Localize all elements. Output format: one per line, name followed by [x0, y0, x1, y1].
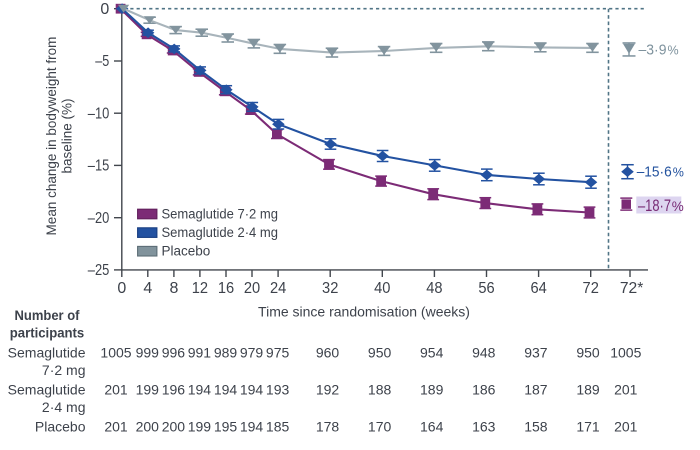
svg-text:187: 187: [524, 381, 548, 397]
svg-text:Placebo: Placebo: [162, 244, 211, 259]
svg-text:72: 72: [583, 280, 599, 297]
svg-text:979: 979: [240, 344, 264, 360]
svg-text:178: 178: [316, 419, 340, 435]
svg-text:164: 164: [420, 419, 444, 435]
svg-text:48: 48: [426, 280, 442, 297]
svg-text:%: %: [672, 199, 684, 214]
svg-text:72*: 72*: [620, 280, 644, 297]
svg-text:194: 194: [240, 381, 264, 397]
svg-text:1005: 1005: [610, 344, 641, 360]
svg-text:–5: –5: [95, 53, 109, 70]
svg-text:200: 200: [162, 419, 186, 435]
svg-text:0: 0: [117, 280, 126, 297]
svg-text:960: 960: [316, 344, 340, 360]
svg-text:Semaglutide 7·2 mg: Semaglutide 7·2 mg: [162, 207, 279, 222]
svg-text:Time since randomisation (week: Time since randomisation (weeks): [258, 304, 470, 320]
svg-text:163: 163: [472, 419, 496, 435]
svg-text:200: 200: [136, 419, 160, 435]
svg-text:%: %: [673, 165, 684, 179]
svg-text:196: 196: [162, 381, 186, 397]
svg-text:201: 201: [614, 419, 638, 435]
svg-text:Semaglutide: Semaglutide: [8, 381, 86, 397]
svg-text:participants: participants: [10, 325, 85, 341]
svg-text:950: 950: [576, 344, 600, 360]
svg-text:975: 975: [266, 344, 290, 360]
svg-text:Placebo: Placebo: [35, 419, 86, 435]
svg-text:40: 40: [374, 280, 390, 297]
svg-text:937: 937: [524, 344, 548, 360]
svg-text:201: 201: [614, 381, 638, 397]
svg-text:0: 0: [100, 1, 109, 18]
svg-text:194: 194: [188, 381, 212, 397]
svg-text:199: 199: [136, 381, 160, 397]
svg-text:baseline (%): baseline (%): [60, 98, 75, 173]
svg-text:8: 8: [169, 280, 178, 297]
svg-text:188: 188: [368, 381, 392, 397]
svg-text:201: 201: [104, 419, 128, 435]
svg-text:948: 948: [472, 344, 496, 360]
svg-text:Mean change in bodyweight from: Mean change in bodyweight from: [44, 37, 59, 236]
svg-text:–15: –15: [88, 158, 110, 175]
svg-text:Number of: Number of: [15, 307, 80, 323]
svg-text:195: 195: [214, 419, 238, 435]
svg-text:171: 171: [576, 419, 600, 435]
svg-text:158: 158: [524, 419, 548, 435]
svg-text:56: 56: [478, 280, 494, 297]
svg-text:189: 189: [420, 381, 444, 397]
svg-text:186: 186: [472, 381, 496, 397]
svg-text:201: 201: [104, 381, 128, 397]
svg-text:–10: –10: [88, 105, 110, 122]
svg-text:194: 194: [240, 419, 264, 435]
svg-text:–15·6: –15·6: [637, 164, 672, 181]
svg-text:999: 999: [136, 344, 160, 360]
svg-text:20: 20: [244, 280, 260, 297]
svg-text:185: 185: [266, 419, 290, 435]
svg-text:1005: 1005: [100, 344, 131, 360]
svg-text:–25: –25: [88, 262, 110, 279]
svg-text:–3·9: –3·9: [639, 42, 667, 59]
svg-text:189: 189: [576, 381, 600, 397]
svg-text:64: 64: [530, 280, 546, 297]
svg-text:24: 24: [270, 280, 286, 297]
svg-text:194: 194: [214, 381, 238, 397]
svg-text:996: 996: [162, 344, 186, 360]
svg-text:16: 16: [218, 280, 234, 297]
svg-text:192: 192: [316, 381, 340, 397]
svg-text:12: 12: [192, 280, 208, 297]
svg-text:Semaglutide 2·4 mg: Semaglutide 2·4 mg: [162, 225, 279, 240]
svg-text:199: 199: [188, 419, 212, 435]
svg-text:991: 991: [188, 344, 212, 360]
svg-text:989: 989: [214, 344, 238, 360]
svg-text:–18·7: –18·7: [638, 196, 671, 215]
svg-text:193: 193: [266, 381, 290, 397]
svg-text:7·2 mg: 7·2 mg: [42, 362, 86, 378]
svg-text:–20: –20: [88, 210, 110, 227]
svg-text:Semaglutide: Semaglutide: [8, 344, 86, 360]
svg-text:32: 32: [322, 280, 338, 297]
svg-text:%: %: [668, 44, 679, 58]
svg-text:2·4 mg: 2·4 mg: [42, 399, 86, 415]
svg-text:4: 4: [143, 280, 152, 297]
svg-text:170: 170: [368, 419, 392, 435]
svg-text:954: 954: [420, 344, 444, 360]
svg-text:950: 950: [368, 344, 392, 360]
